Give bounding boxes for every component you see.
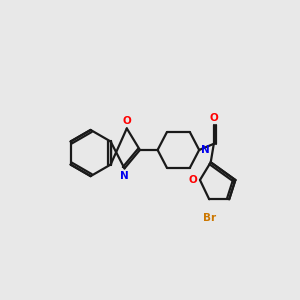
Text: Br: Br [202, 213, 216, 223]
Text: N: N [120, 171, 129, 181]
Text: O: O [209, 113, 218, 123]
Text: N: N [201, 145, 209, 155]
Text: O: O [122, 116, 131, 126]
Text: O: O [188, 175, 197, 185]
